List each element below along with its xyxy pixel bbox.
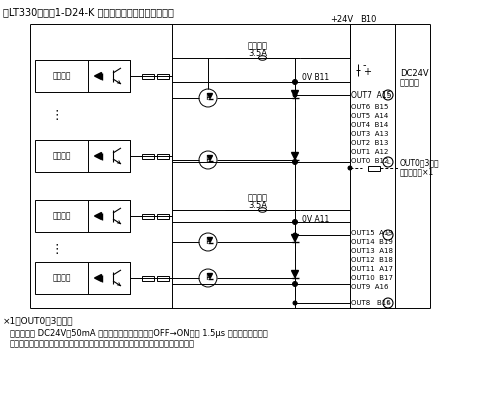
Ellipse shape — [258, 56, 266, 60]
Bar — [157, 154, 169, 158]
Polygon shape — [208, 274, 212, 279]
Text: ヒューズ: ヒューズ — [248, 193, 268, 202]
Polygon shape — [94, 274, 102, 281]
Polygon shape — [292, 235, 298, 242]
Bar — [157, 213, 169, 219]
Text: 外部電源: 外部電源 — [400, 79, 420, 88]
Text: ⋮: ⋮ — [51, 108, 63, 121]
Text: -: - — [363, 60, 366, 70]
Polygon shape — [208, 156, 212, 160]
Text: 内部回路: 内部回路 — [52, 151, 71, 160]
Polygon shape — [292, 270, 298, 277]
Text: L: L — [386, 301, 390, 305]
Text: 内部回路: 内部回路 — [52, 72, 71, 81]
Text: P: P — [206, 94, 210, 103]
Bar — [142, 154, 154, 158]
Text: OUT14  B19: OUT14 B19 — [351, 239, 393, 245]
Text: OUT10  B17: OUT10 B17 — [351, 275, 393, 281]
Text: B10: B10 — [360, 15, 376, 24]
Text: OUT9  A16: OUT9 A16 — [351, 284, 389, 290]
Circle shape — [348, 166, 352, 170]
Text: ⋮: ⋮ — [51, 244, 63, 257]
Text: ・LT330＊・＊1-D24-K 出力部回路（シンクタイプ）: ・LT330＊・＊1-D24-K 出力部回路（シンクタイプ） — [3, 7, 174, 17]
Text: P: P — [206, 156, 210, 165]
Text: OUT13  A18: OUT13 A18 — [351, 248, 393, 254]
Polygon shape — [292, 152, 298, 160]
Circle shape — [199, 89, 217, 107]
Text: OUT6  B15: OUT6 B15 — [351, 104, 389, 110]
Text: P: P — [206, 274, 210, 283]
Circle shape — [383, 298, 393, 308]
Circle shape — [199, 151, 217, 169]
Circle shape — [292, 160, 298, 165]
Text: 内部回路: 内部回路 — [52, 211, 71, 220]
Polygon shape — [208, 94, 212, 99]
Text: OUT4  B14: OUT4 B14 — [351, 122, 388, 128]
Text: OUT0～3のみ: OUT0～3のみ — [400, 158, 440, 167]
Text: +24V: +24V — [330, 15, 353, 24]
Bar — [35, 60, 130, 92]
Text: 要とし、負荷が軽い場合は、外部にダミー抜抗を設けて電流を増やしてください。: 要とし、負荷が軽い場合は、外部にダミー抜抗を設けて電流を増やしてください。 — [10, 340, 195, 349]
Polygon shape — [94, 213, 102, 220]
Circle shape — [293, 233, 297, 237]
Text: 0V A11: 0V A11 — [302, 215, 329, 224]
Polygon shape — [94, 72, 102, 79]
Bar — [88, 262, 130, 294]
Text: DC24V: DC24V — [400, 70, 428, 79]
Text: ダミー抜抗×1: ダミー抜抗×1 — [400, 167, 434, 176]
Polygon shape — [208, 237, 212, 242]
Text: ヒューズ: ヒューズ — [248, 42, 268, 50]
Text: 3.5A: 3.5A — [248, 50, 268, 59]
Ellipse shape — [258, 208, 266, 212]
Bar — [35, 140, 130, 172]
Text: ×1　OUT0～3のみ。: ×1 OUT0～3のみ。 — [3, 316, 74, 325]
Bar — [157, 73, 169, 79]
Bar — [88, 140, 130, 172]
Bar — [142, 275, 154, 281]
Text: L: L — [386, 92, 390, 97]
Bar — [88, 60, 130, 92]
Bar — [88, 200, 130, 232]
Circle shape — [199, 233, 217, 251]
Text: OUT1  A12: OUT1 A12 — [351, 149, 389, 155]
Bar — [142, 73, 154, 79]
Text: 3.5A: 3.5A — [248, 202, 268, 211]
Bar — [368, 165, 380, 171]
Circle shape — [292, 220, 298, 224]
Circle shape — [199, 269, 217, 287]
Circle shape — [292, 79, 298, 84]
Circle shape — [293, 93, 297, 97]
Text: L: L — [386, 233, 390, 237]
Polygon shape — [292, 90, 298, 97]
Text: OUT2  B13: OUT2 B13 — [351, 140, 389, 146]
Circle shape — [383, 157, 393, 167]
Circle shape — [383, 230, 393, 240]
Bar — [142, 213, 154, 219]
Text: P: P — [206, 237, 210, 246]
Text: OUT8   B16: OUT8 B16 — [351, 300, 391, 306]
Bar — [157, 275, 169, 281]
Text: OUT12  B18: OUT12 B18 — [351, 257, 393, 263]
Text: OUT15  A19: OUT15 A19 — [351, 230, 393, 236]
Text: 内部回路: 内部回路 — [52, 274, 71, 283]
Text: OUT3  A13: OUT3 A13 — [351, 131, 389, 137]
Circle shape — [383, 90, 393, 100]
Circle shape — [293, 301, 297, 305]
Text: OUT0  B12: OUT0 B12 — [351, 158, 389, 164]
Bar — [35, 262, 130, 294]
Text: （例）出力 DC24V、50mA 時では、出力遅延時間（OFF→ON）は 1.5μs です。応答性を必: （例）出力 DC24V、50mA 時では、出力遅延時間（OFF→ON）は 1.5… — [10, 329, 268, 338]
Text: OUT11  A17: OUT11 A17 — [351, 266, 393, 272]
Text: OUT7  A15: OUT7 A15 — [351, 90, 392, 99]
Circle shape — [292, 281, 298, 286]
Text: L: L — [386, 160, 390, 165]
Text: 0V B11: 0V B11 — [302, 72, 329, 81]
Text: +: + — [363, 67, 371, 77]
Polygon shape — [94, 152, 102, 160]
Bar — [35, 200, 130, 232]
Text: OUT5  A14: OUT5 A14 — [351, 113, 388, 119]
